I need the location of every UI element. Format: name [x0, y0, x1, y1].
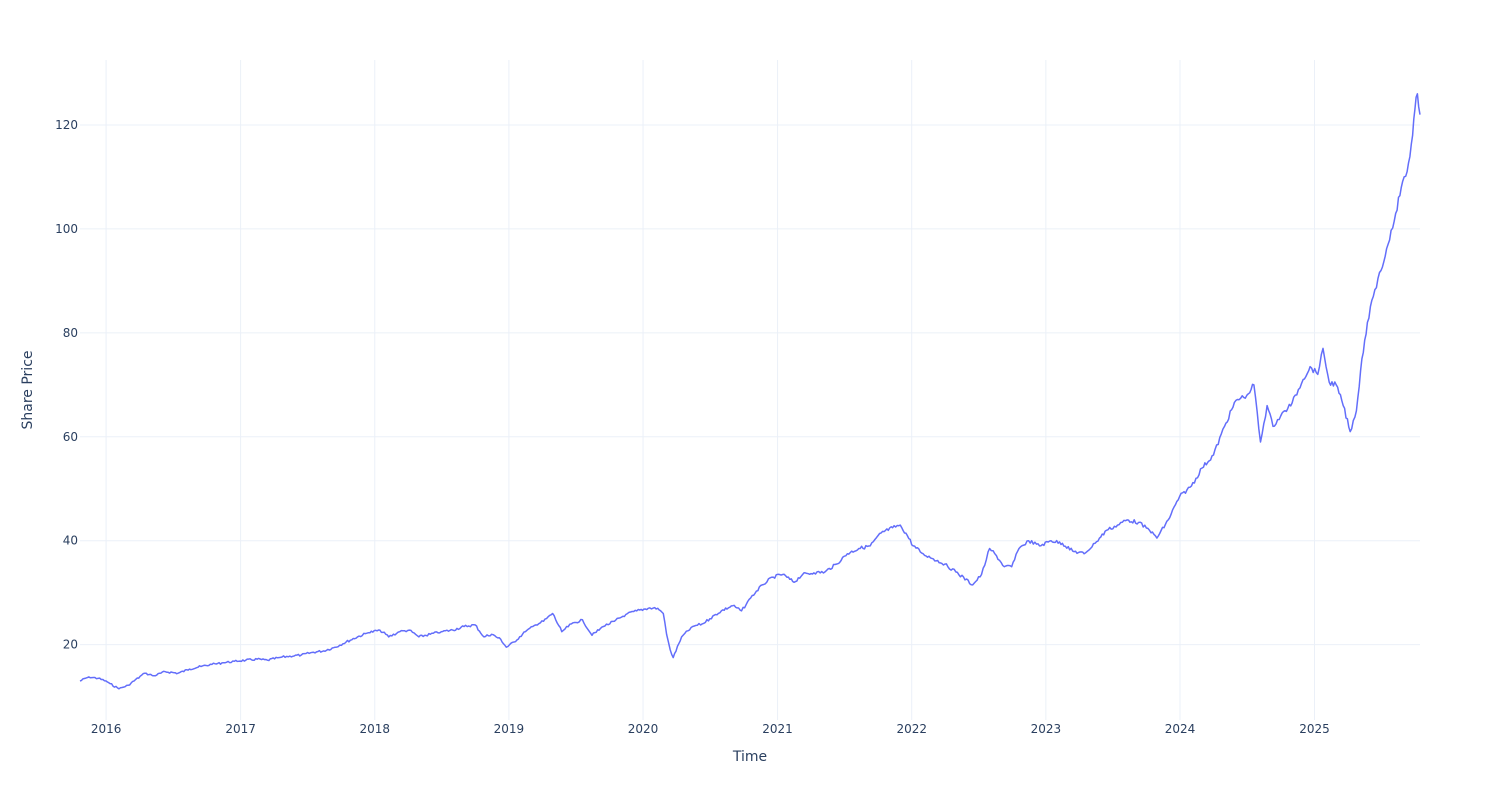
tick-label-layer: 2016 2017 2018 2019 2020 2021 2022 2023 2024 2025… [55, 118, 1330, 736]
y-tick-label: 20 [63, 638, 78, 652]
y-tick-label: 60 [63, 430, 78, 444]
x-tick-label: 2024 [1165, 722, 1196, 736]
series-layer [79, 93, 1421, 690]
x-tick-label: 2018 [359, 722, 390, 736]
x-tick-label: 2016 [91, 722, 122, 736]
y-axis-title: Share Price [20, 350, 36, 429]
x-axis-title: Time [732, 749, 767, 765]
x-tick-label: 2021 [762, 722, 793, 736]
y-tick-label: 80 [63, 326, 78, 340]
share-price-series-line [79, 93, 1421, 690]
y-tick-label: 40 [63, 534, 78, 548]
x-tick-label: 2022 [896, 722, 927, 736]
grid-layer [80, 60, 1420, 720]
x-tick-label: 2023 [1031, 722, 1062, 736]
x-tick-label: 2019 [494, 722, 525, 736]
x-tick-label: 2025 [1299, 722, 1330, 736]
x-tick-label: 2017 [225, 722, 256, 736]
y-tick-label: 120 [55, 118, 78, 132]
y-tick-label: 100 [55, 222, 78, 236]
x-tick-label: 2020 [628, 722, 659, 736]
